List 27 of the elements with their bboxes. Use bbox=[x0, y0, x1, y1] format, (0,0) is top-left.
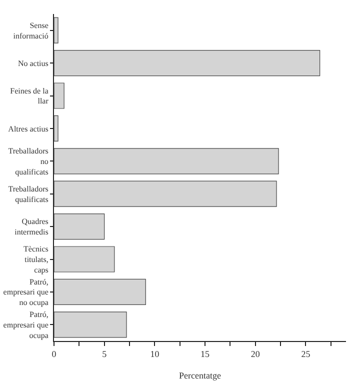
bar bbox=[54, 148, 279, 174]
y-tick-label: Feines de la llar bbox=[10, 86, 49, 106]
y-tick-label: No actius bbox=[18, 58, 48, 68]
bar bbox=[54, 246, 115, 272]
bar bbox=[54, 115, 58, 142]
bar bbox=[54, 180, 277, 207]
bar bbox=[54, 50, 320, 76]
x-tick-label: 15 bbox=[200, 348, 210, 359]
bar bbox=[54, 82, 64, 109]
bar bbox=[54, 278, 146, 305]
bar bbox=[54, 214, 105, 240]
x-axis-title: Percentatge bbox=[179, 370, 221, 381]
y-tick-label: Tècnics titulats, caps bbox=[24, 244, 48, 274]
y-tick-label: Sense informació bbox=[13, 20, 49, 40]
x-tick-label: 25 bbox=[301, 348, 311, 359]
x-tick-label: 10 bbox=[150, 348, 160, 359]
y-tick-label: Patró, empresari que no ocupa bbox=[3, 277, 49, 308]
x-tick-label: 0 bbox=[52, 348, 57, 359]
y-tick-label: Altres actius bbox=[8, 124, 48, 134]
x-tick-label: 20 bbox=[250, 348, 260, 359]
y-tick-label: Quadres intermedis bbox=[14, 217, 48, 237]
bar bbox=[54, 312, 127, 338]
y-tick-label: Treballadors qualificats bbox=[8, 184, 48, 204]
bar bbox=[54, 17, 58, 44]
y-tick-label: Patró, empresari que ocupa bbox=[3, 310, 49, 340]
x-tick-label: 5 bbox=[102, 348, 108, 359]
y-tick-label: Treballadors no qualificats bbox=[8, 146, 48, 176]
